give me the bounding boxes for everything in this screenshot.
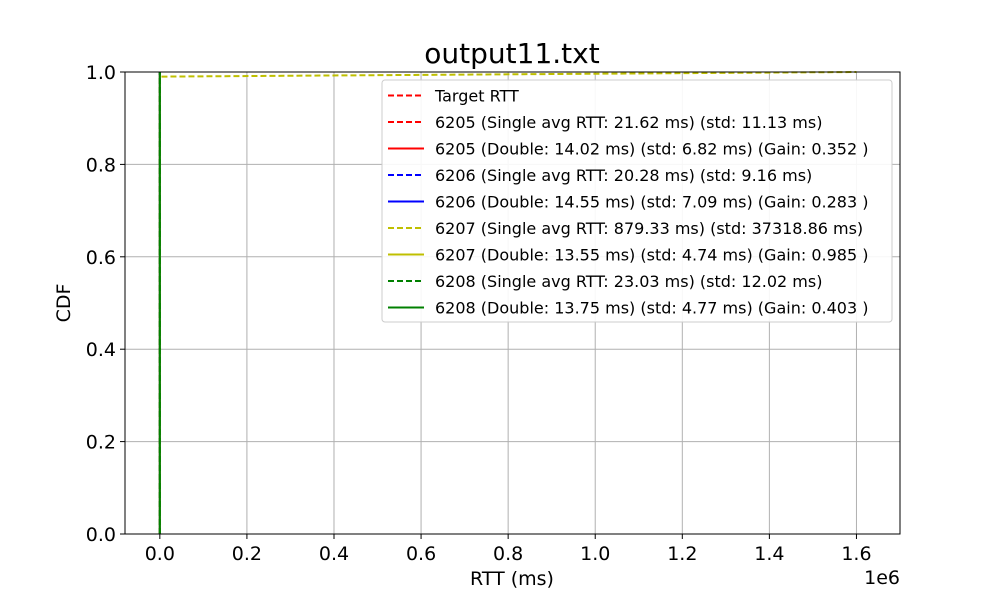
x-axis-offset-label: 1e6: [864, 567, 900, 589]
series-line: [158, 71, 857, 534]
x-tick-label: 0.0: [145, 543, 175, 565]
x-tick-label: 1.6: [841, 543, 871, 565]
x-axis-ticks: 0.0 0.2 0.4 0.6 0.8 1.0 1.2 1.4 1.6: [145, 534, 872, 565]
x-tick-label: 0.4: [319, 543, 349, 565]
x-tick-label: 1.2: [667, 543, 697, 565]
legend-label: 6207 (Double: 13.55 ms) (std: 4.74 ms) (…: [435, 246, 868, 265]
plot-frame: [124, 71, 901, 535]
y-tick-label: 1.0: [86, 62, 116, 84]
y-tick-label: 0.8: [86, 154, 116, 176]
x-axis-label: RTT (ms): [470, 568, 554, 590]
legend-label: Target RTT: [434, 87, 519, 106]
x-tick-label: 0.6: [406, 543, 436, 565]
y-axis-ticks: 0.0 0.2 0.4 0.6 0.8 1.0: [86, 62, 125, 546]
y-tick-label: 0.0: [86, 524, 116, 546]
y-tick-label: 0.4: [86, 339, 116, 361]
legend-frame: [381, 79, 893, 323]
x-tick-label: 0.8: [493, 543, 523, 565]
legend-label: 6206 (Single avg RTT: 20.28 ms) (std: 9.…: [435, 166, 812, 185]
legend-label: 6208 (Double: 13.75 ms) (std: 4.77 ms) (…: [435, 299, 868, 318]
series-lines: [158, 71, 857, 534]
chart-title: output11.txt: [424, 37, 599, 70]
y-axis-label: CDF: [53, 284, 75, 323]
x-tick-label: 1.4: [754, 543, 784, 565]
legend-label: 6205 (Single avg RTT: 21.62 ms) (std: 11…: [435, 113, 822, 132]
legend-label: 6208 (Single avg RTT: 23.03 ms) (std: 12…: [435, 272, 822, 291]
legend: Target RTT 6205 (Single avg RTT: 21.62 ms…: [381, 79, 893, 323]
y-tick-label: 0.2: [86, 432, 116, 454]
legend-label: 6205 (Double: 14.02 ms) (std: 6.82 ms) (…: [435, 140, 868, 159]
legend-label: 6207 (Single avg RTT: 879.33 ms) (std: 3…: [435, 219, 863, 238]
legend-label: 6206 (Double: 14.55 ms) (std: 7.09 ms) (…: [435, 193, 868, 212]
y-tick-label: 0.6: [86, 247, 116, 269]
x-tick-label: 1.0: [580, 543, 610, 565]
x-tick-label: 0.2: [232, 543, 262, 565]
